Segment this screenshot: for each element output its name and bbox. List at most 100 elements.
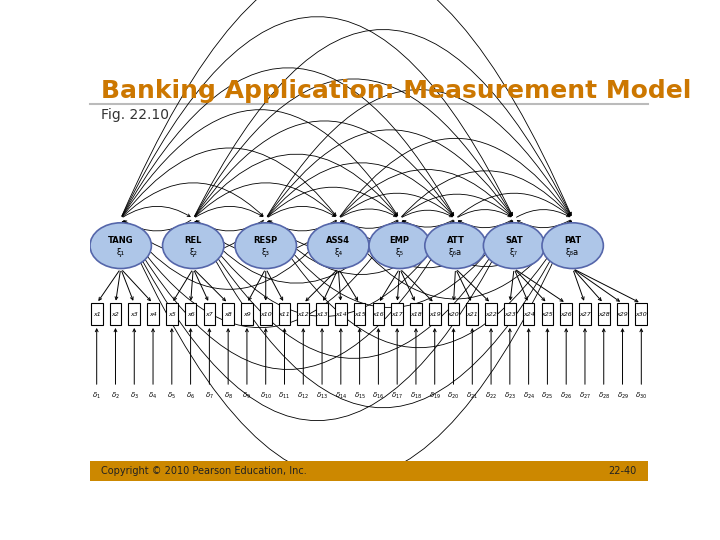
Text: $\delta_{4}$: $\delta_{4}$ [148,391,158,401]
FancyArrowPatch shape [123,220,264,254]
Text: ASS4: ASS4 [326,236,351,245]
Text: $\delta_{22}$: $\delta_{22}$ [485,391,497,401]
FancyArrowPatch shape [194,271,208,300]
Bar [372,303,384,325]
Text: x2: x2 [112,312,120,317]
Text: $\delta_{12}$: $\delta_{12}$ [297,391,310,401]
FancyArrowPatch shape [575,270,619,301]
Bar [354,303,366,325]
Bar [166,303,178,325]
FancyArrowPatch shape [341,193,453,217]
FancyArrowPatch shape [189,271,193,300]
Text: ξ₈a: ξ₈a [566,248,579,257]
FancyArrowPatch shape [338,271,342,300]
FancyArrowPatch shape [267,90,571,216]
Circle shape [235,223,297,268]
FancyArrowPatch shape [264,329,267,384]
FancyArrowPatch shape [401,271,415,300]
Bar [579,303,591,325]
FancyArrowPatch shape [264,271,267,300]
Text: $\delta_{15}$: $\delta_{15}$ [354,391,366,401]
Text: $\delta_{30}$: $\delta_{30}$ [635,391,647,401]
Bar [109,303,122,325]
Text: x28: x28 [598,312,610,317]
Text: ξ₇: ξ₇ [510,248,518,257]
FancyArrowPatch shape [269,220,336,231]
Text: $\delta_{23}$: $\delta_{23}$ [504,391,516,401]
FancyArrowPatch shape [341,209,397,217]
FancyArrowPatch shape [195,183,336,217]
Bar [185,303,197,325]
Text: $\delta_{6}$: $\delta_{6}$ [186,391,195,401]
FancyArrowPatch shape [122,17,513,216]
Text: $\delta_{2}$: $\delta_{2}$ [111,391,120,401]
FancyArrowPatch shape [323,271,337,300]
Circle shape [369,223,431,268]
FancyArrowPatch shape [490,329,492,384]
Text: $\delta_{10}$: $\delta_{10}$ [260,391,272,401]
Text: PAT: PAT [564,236,581,245]
Bar [90,461,648,481]
Text: x6: x6 [186,312,194,317]
Text: ATT: ATT [446,236,464,245]
Bar [335,303,347,325]
FancyArrowPatch shape [302,329,305,384]
FancyArrowPatch shape [122,271,150,301]
FancyArrowPatch shape [122,221,513,421]
Text: ξ₅: ξ₅ [396,248,404,257]
Bar [429,303,441,325]
FancyArrowPatch shape [174,271,192,300]
FancyArrowPatch shape [516,271,545,301]
FancyArrowPatch shape [452,329,455,384]
FancyArrowPatch shape [359,329,361,384]
FancyArrowPatch shape [122,221,398,328]
FancyArrowPatch shape [527,329,530,384]
Text: x30: x30 [636,312,647,317]
FancyArrowPatch shape [195,221,454,316]
Text: x9: x9 [243,312,251,317]
Text: ξ₄: ξ₄ [334,248,343,257]
Bar [616,303,629,325]
FancyArrowPatch shape [268,221,513,307]
FancyArrowPatch shape [546,329,549,384]
Text: $\delta_{14}$: $\delta_{14}$ [335,391,347,401]
Text: $\delta_{16}$: $\delta_{16}$ [372,391,384,401]
FancyArrowPatch shape [227,329,230,384]
Text: $\delta_{5}$: $\delta_{5}$ [167,391,176,401]
FancyArrowPatch shape [402,271,432,301]
Text: $\delta_{19}$: $\delta_{19}$ [428,391,441,401]
FancyArrowPatch shape [195,154,397,217]
Bar [391,303,403,325]
Text: ξ₆a: ξ₆a [449,248,462,257]
Bar [541,303,553,325]
Bar [410,303,422,325]
Bar [523,303,534,325]
FancyArrowPatch shape [208,329,211,384]
Text: $\delta_{1}$: $\delta_{1}$ [92,391,101,401]
FancyArrowPatch shape [122,0,572,216]
FancyArrowPatch shape [133,329,135,384]
Text: x12: x12 [297,312,309,317]
Text: x3: x3 [130,312,138,317]
Text: $\delta_{7}$: $\delta_{7}$ [205,391,214,401]
Text: x15: x15 [354,312,366,317]
Bar [316,303,328,325]
Bar [598,303,610,325]
Bar [297,303,309,325]
Text: x16: x16 [372,312,384,317]
Text: $\delta_{17}$: $\delta_{17}$ [391,391,403,401]
FancyArrowPatch shape [268,163,453,217]
FancyArrowPatch shape [452,271,455,300]
FancyArrowPatch shape [341,220,454,244]
FancyArrowPatch shape [575,270,638,302]
Text: Copyright © 2010 Pearson Education, Inc.: Copyright © 2010 Pearson Education, Inc. [101,465,307,476]
FancyArrowPatch shape [341,220,397,228]
Circle shape [542,223,603,268]
FancyArrowPatch shape [341,221,512,268]
FancyArrowPatch shape [99,271,119,300]
Text: x29: x29 [616,312,629,317]
FancyArrowPatch shape [197,220,264,231]
Bar [204,303,215,325]
Text: ξ₂: ξ₂ [189,248,197,257]
Text: $\delta_{24}$: $\delta_{24}$ [523,391,535,401]
